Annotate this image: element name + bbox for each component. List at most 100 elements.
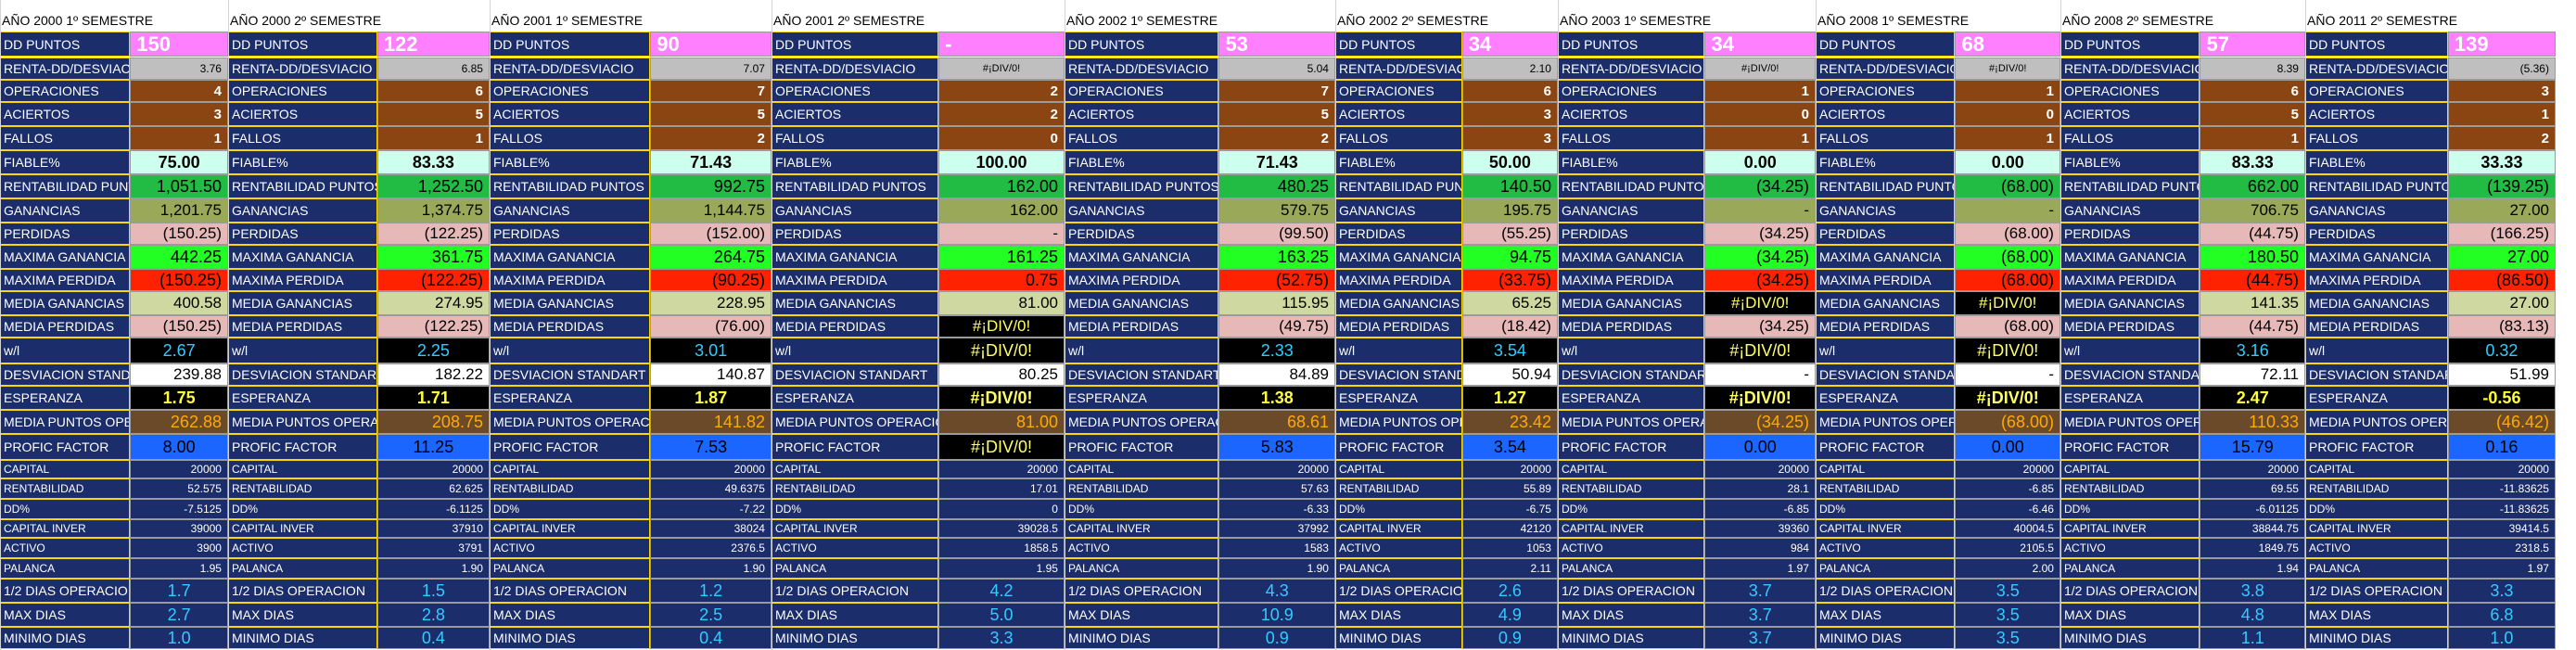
metric-label[interactable]: w/l	[772, 338, 939, 363]
metric-value[interactable]: 1	[1955, 126, 2060, 150]
metric-label[interactable]: PALANCA	[1558, 558, 1705, 579]
metric-label[interactable]: MEDIA GANANCIAS	[1816, 291, 1956, 315]
metric-label[interactable]: 1/2 DIAS OPERACION	[2305, 579, 2448, 603]
metric-label[interactable]: RENTABILIDAD PUNTOS	[1558, 174, 1705, 198]
metric-value[interactable]: 81.00	[938, 291, 1065, 315]
metric-value[interactable]: 0.32	[2447, 338, 2556, 363]
metric-value[interactable]: 5.04	[1218, 57, 1335, 80]
metric-label[interactable]: PALANCA	[2305, 558, 2448, 579]
metric-label[interactable]: RENTA-DD/DESVIACIO	[0, 57, 131, 80]
metric-value[interactable]: 1.7	[130, 579, 228, 603]
metric-value[interactable]: 0	[1704, 102, 1816, 126]
metric-label[interactable]: DD%	[0, 499, 131, 519]
metric-value[interactable]: 3.3	[938, 627, 1065, 649]
metric-label[interactable]: MEDIA GANANCIAS	[228, 291, 377, 315]
metric-value[interactable]: 49.6375	[650, 478, 772, 499]
metric-value[interactable]: 72.11	[2200, 363, 2305, 386]
metric-label[interactable]: ACIERTOS	[1816, 102, 1956, 126]
metric-label[interactable]: GANANCIAS	[1558, 198, 1705, 223]
metric-value[interactable]: 480.25	[1218, 174, 1335, 198]
metric-label[interactable]: RENTABILIDAD PUNTOS	[1335, 174, 1462, 198]
metric-label[interactable]: MINIMO DIAS	[1558, 627, 1705, 649]
metric-label[interactable]: PROFIC FACTOR	[1065, 434, 1219, 460]
metric-label[interactable]: PERDIDAS	[0, 223, 131, 245]
metric-label[interactable]: MAX DIAS	[1335, 603, 1462, 627]
metric-label[interactable]: RENTABILIDAD PUNTOS	[1816, 174, 1956, 198]
metric-label[interactable]: MEDIA GANANCIAS	[490, 291, 651, 315]
metric-value[interactable]: (44.75)	[2200, 223, 2305, 245]
metric-value[interactable]: 1,252.50	[376, 174, 490, 198]
metric-value[interactable]: 7	[650, 80, 772, 102]
metric-value[interactable]: (34.25)	[1704, 245, 1816, 269]
metric-value[interactable]: 34	[1461, 32, 1558, 57]
metric-label[interactable]: MAXIMA GANANCIA	[1558, 245, 1705, 269]
metric-value[interactable]: (150.25)	[130, 223, 228, 245]
metric-label[interactable]: RENTA-DD/DESVIACIO	[1558, 57, 1705, 80]
metric-label[interactable]: GANANCIAS	[0, 198, 131, 223]
metric-value[interactable]: 33.33	[2447, 150, 2556, 174]
metric-label[interactable]: ACTIVO	[1558, 538, 1705, 558]
metric-value[interactable]: 2318.5	[2447, 538, 2556, 558]
metric-value[interactable]: 2	[650, 126, 772, 150]
metric-label[interactable]: PALANCA	[2060, 558, 2200, 579]
metric-value[interactable]: 1.0	[130, 627, 228, 649]
metric-value[interactable]: (46.42)	[2447, 410, 2556, 434]
metric-value[interactable]: (86.50)	[2447, 269, 2556, 291]
metric-label[interactable]: MEDIA GANANCIAS	[1335, 291, 1462, 315]
metric-value[interactable]: 2	[2447, 126, 2556, 150]
metric-label[interactable]: ESPERANZA	[772, 386, 939, 410]
metric-value[interactable]: 2.25	[376, 338, 490, 363]
metric-label[interactable]: MAX DIAS	[2305, 603, 2448, 627]
metric-value[interactable]: 51.99	[2447, 363, 2556, 386]
metric-value[interactable]: 163.25	[1218, 245, 1335, 269]
metric-label[interactable]: MAXIMA GANANCIA	[2305, 245, 2448, 269]
metric-label[interactable]: ESPERANZA	[1065, 386, 1219, 410]
metric-value[interactable]: (34.25)	[1704, 269, 1816, 291]
metric-label[interactable]: MAX DIAS	[1558, 603, 1705, 627]
metric-value[interactable]: 5	[1218, 102, 1335, 126]
metric-label[interactable]: FALLOS	[228, 126, 377, 150]
metric-label[interactable]: MEDIA PUNTOS OPERACION	[2305, 410, 2448, 434]
metric-label[interactable]: GANANCIAS	[772, 198, 939, 223]
metric-value[interactable]: 3.54	[1461, 434, 1558, 460]
metric-label[interactable]: OPERACIONES	[1816, 80, 1956, 102]
metric-label[interactable]: PERDIDAS	[1816, 223, 1956, 245]
metric-value[interactable]: 5	[376, 102, 490, 126]
metric-label[interactable]: ESPERANZA	[0, 386, 131, 410]
metric-value[interactable]: 20000	[938, 460, 1065, 478]
metric-value[interactable]: 6.8	[2447, 603, 2556, 627]
metric-label[interactable]: MAX DIAS	[2060, 603, 2200, 627]
metric-label[interactable]: OPERACIONES	[772, 80, 939, 102]
metric-label[interactable]: MAX DIAS	[1816, 603, 1956, 627]
metric-value[interactable]: 3.8	[2200, 579, 2305, 603]
metric-label[interactable]: ACIERTOS	[1558, 102, 1705, 126]
metric-value[interactable]: #¡DIV/0!	[938, 315, 1065, 338]
metric-label[interactable]: FIABLE%	[1558, 150, 1705, 174]
metric-value[interactable]: 662.00	[2200, 174, 2305, 198]
metric-value[interactable]: 53	[1218, 32, 1335, 57]
metric-label[interactable]: CAPITAL	[0, 460, 131, 478]
metric-value[interactable]: 1.2	[650, 579, 772, 603]
metric-label[interactable]: FIABLE%	[2305, 150, 2448, 174]
metric-label[interactable]: CAPITAL INVER	[2305, 519, 2448, 538]
metric-label[interactable]: FALLOS	[1558, 126, 1705, 150]
metric-value[interactable]: 122	[376, 32, 490, 57]
metric-label[interactable]: MAX DIAS	[1065, 603, 1219, 627]
metric-label[interactable]: CAPITAL INVER	[1558, 519, 1705, 538]
metric-label[interactable]: MAXIMA GANANCIA	[228, 245, 377, 269]
metric-label[interactable]: MAXIMA PERDIDA	[228, 269, 377, 291]
metric-label[interactable]: GANANCIAS	[1335, 198, 1462, 223]
metric-value[interactable]: 2105.5	[1955, 538, 2060, 558]
metric-value[interactable]: 39360	[1704, 519, 1816, 538]
metric-label[interactable]: MINIMO DIAS	[2305, 627, 2448, 649]
metric-label[interactable]: w/l	[228, 338, 377, 363]
metric-value[interactable]: 68.61	[1218, 410, 1335, 434]
metric-label[interactable]: RENTABILIDAD	[0, 478, 131, 499]
metric-value[interactable]: 0.4	[650, 627, 772, 649]
metric-label[interactable]: w/l	[1065, 338, 1219, 363]
metric-value[interactable]: 1	[1955, 80, 2060, 102]
metric-value[interactable]: 20000	[2447, 460, 2556, 478]
metric-value[interactable]: 1.95	[130, 558, 228, 579]
metric-label[interactable]: MEDIA PERDIDAS	[2305, 315, 2448, 338]
metric-value[interactable]: -	[938, 223, 1065, 245]
